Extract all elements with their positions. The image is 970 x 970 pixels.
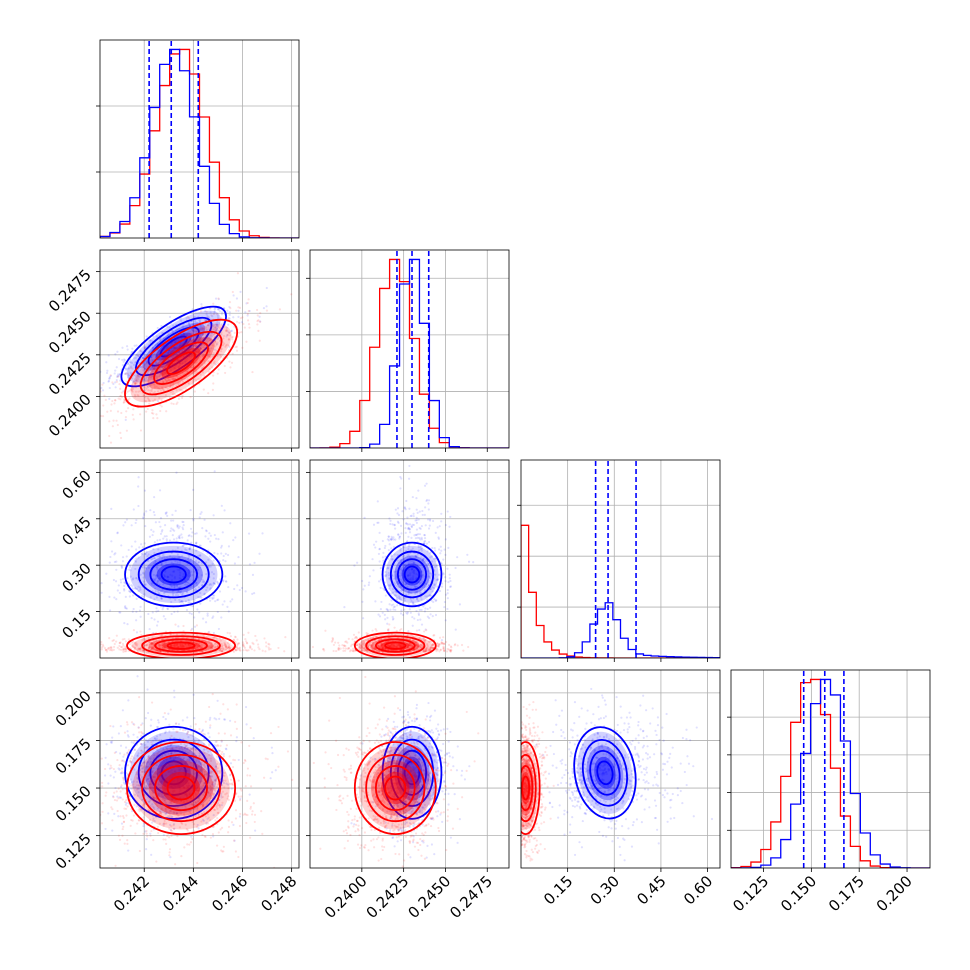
y-tick-label: 0.2450 — [45, 307, 95, 357]
blue-histogram — [731, 678, 930, 868]
red-contours — [124, 318, 239, 408]
red-contours — [126, 631, 237, 658]
panel-grid — [310, 460, 509, 658]
panel-content — [100, 40, 299, 238]
x-tick-label: 0.2450 — [404, 872, 454, 922]
blue-contours — [381, 541, 443, 608]
panel-frame — [99, 39, 300, 239]
panel-frame — [730, 669, 931, 869]
panel-frame — [520, 669, 721, 869]
panel-content — [100, 470, 287, 658]
x-tick-label: 0.125 — [729, 872, 772, 915]
x-tick-label: 0.30 — [587, 872, 623, 908]
panel-content — [731, 670, 930, 868]
y-tick-label: 0.200 — [52, 687, 95, 730]
blue-contours — [124, 541, 224, 608]
x-tick-label: 0.150 — [777, 872, 820, 915]
y-tick-label: 0.60 — [58, 466, 94, 502]
x-tick-label: 0.2400 — [321, 872, 371, 922]
red-contours — [521, 741, 541, 835]
panel-content — [100, 675, 294, 868]
panel-frame — [309, 249, 510, 449]
x-tick-label: 0.15 — [540, 872, 576, 908]
y-tick-label: 0.2425 — [45, 349, 95, 399]
x-tick-label: 0.45 — [633, 872, 669, 908]
blue-contours — [124, 725, 224, 820]
panel-frame — [520, 459, 721, 659]
x-tick-label: 0.200 — [873, 872, 916, 915]
panel-content — [521, 687, 714, 862]
x-tick-label: 0.2475 — [446, 872, 496, 922]
x-tick-label: 0.60 — [680, 872, 716, 908]
x-tick-label: 0.248 — [257, 872, 300, 915]
panel-2-0: 0.15 0.30 0.45 0.60 — [58, 459, 300, 662]
red-contours — [353, 631, 437, 658]
y-tick-label: 0.2475 — [45, 266, 95, 316]
x-tick-label: 0.246 — [208, 872, 251, 915]
y-tick-label: 0.45 — [58, 513, 94, 549]
panel-frame — [99, 459, 300, 659]
x-tick-label: 0.244 — [159, 872, 202, 915]
panel-0-0 — [96, 39, 300, 242]
panel-2-1 — [306, 459, 510, 662]
panel-content — [521, 460, 720, 658]
panel-grid — [521, 670, 720, 868]
panel-grid — [731, 670, 930, 868]
panel-frame — [309, 459, 510, 659]
blue-contours — [573, 726, 637, 820]
panel-frame — [99, 249, 300, 449]
y-tick-label: 0.125 — [52, 830, 95, 873]
panel-content — [100, 272, 293, 444]
panel-3-3: 0.125 0.150 0.175 0.200 — [727, 669, 931, 915]
red-histogram — [310, 258, 509, 448]
red-contours — [126, 741, 237, 836]
panel-content — [312, 675, 480, 868]
panel-grid — [100, 460, 299, 658]
panel-frame — [309, 669, 510, 869]
red-contours — [353, 741, 437, 836]
panel-content — [310, 250, 509, 448]
x-tick-label: 0.2425 — [363, 872, 413, 922]
red-histogram — [731, 678, 930, 868]
y-tick-label: 0.15 — [58, 606, 94, 642]
y-tick-label: 0.2400 — [45, 391, 95, 441]
panel-frame — [99, 669, 300, 869]
x-tick-label: 0.242 — [110, 872, 153, 915]
y-tick-label: 0.150 — [52, 782, 95, 825]
panel-grid — [521, 460, 720, 658]
y-tick-label: 0.175 — [52, 735, 95, 778]
y-tick-label: 0.30 — [58, 559, 94, 595]
x-tick-label: 0.175 — [825, 872, 868, 915]
panel-content — [311, 464, 475, 658]
panel-3-2: 0.15 0.30 0.45 0.60 — [517, 669, 721, 908]
panel-2-2 — [517, 459, 721, 662]
blue-histogram — [521, 602, 720, 658]
blue-contours — [381, 725, 443, 820]
panel-1-1 — [306, 249, 510, 452]
